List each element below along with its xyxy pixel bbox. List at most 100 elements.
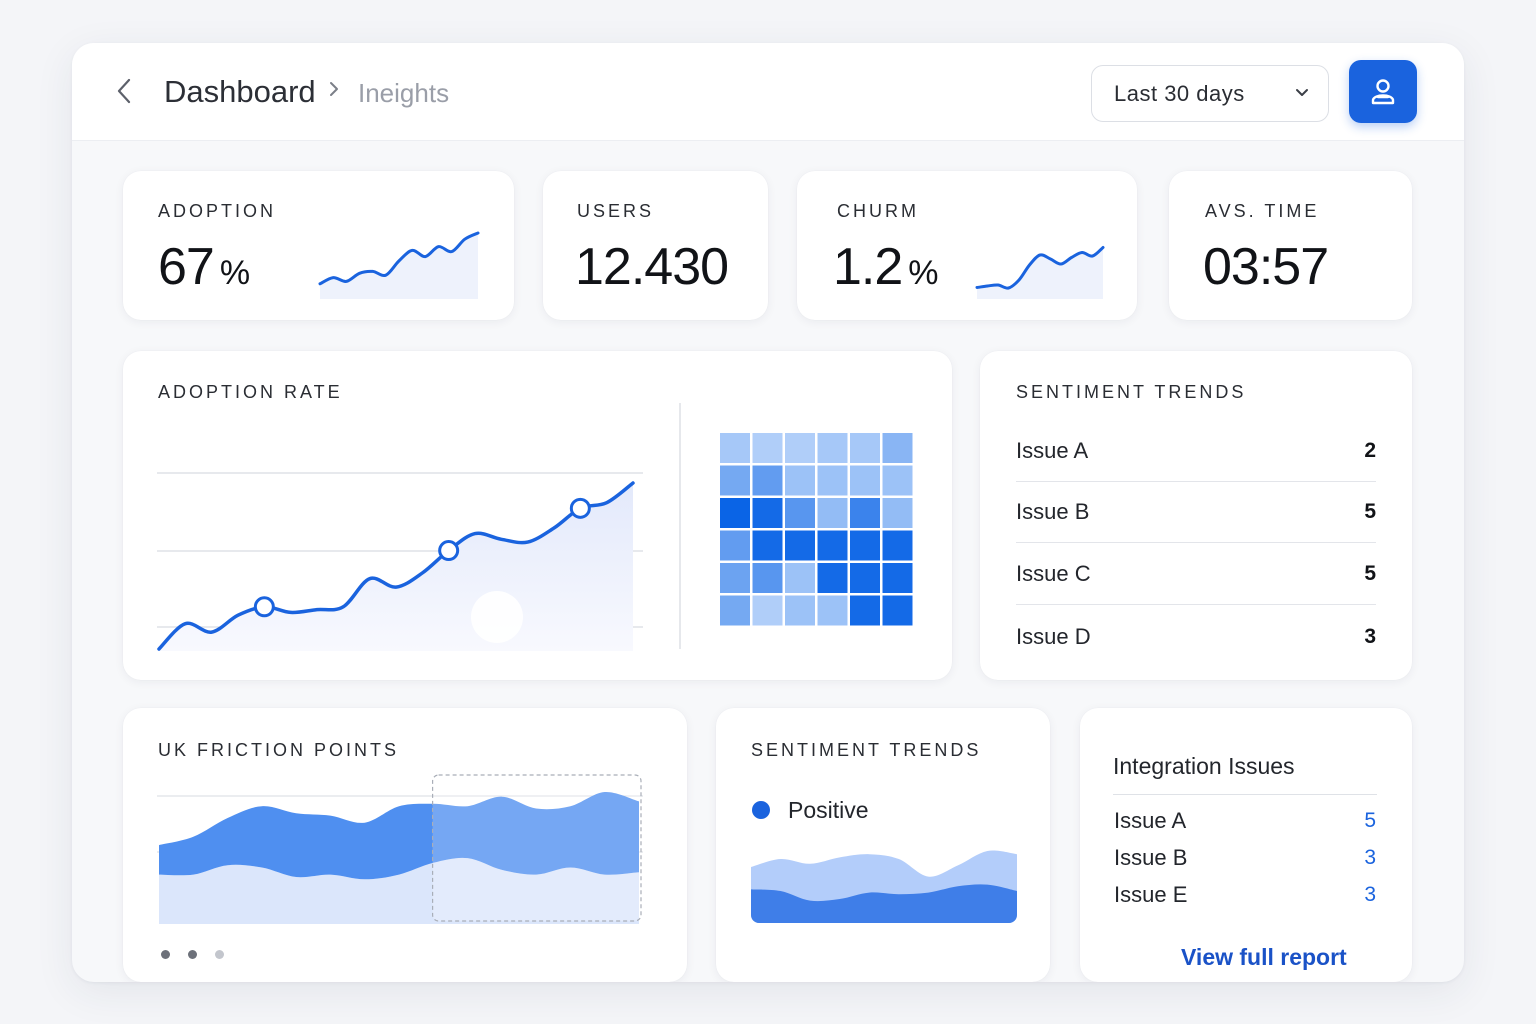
list-item[interactable]: Issue D 3 <box>1016 605 1376 669</box>
kpi-card-churn[interactable]: CHURM 1.2% <box>797 171 1137 320</box>
heatmap-cell-2-4[interactable] <box>850 498 880 528</box>
card-title: SENTIMENT TRENDS <box>751 740 982 760</box>
list-item[interactable]: Issue E 3 <box>1114 876 1376 913</box>
heatmap-cell-5-5[interactable] <box>882 595 913 626</box>
page-dot-1[interactable] <box>161 950 170 959</box>
title-divider <box>1113 794 1377 795</box>
share-user-button[interactable] <box>1349 60 1417 123</box>
churn-sparkline <box>975 246 1105 299</box>
kpi-card-avg-time[interactable]: AVS. TIME 03:57 <box>1169 171 1412 320</box>
upper-band <box>159 791 639 880</box>
date-range-select[interactable]: Last 30 days <box>1091 65 1329 122</box>
issue-name: Issue A <box>1114 807 1187 833</box>
chevron-right-icon <box>327 79 341 99</box>
list-item[interactable]: Issue C 5 <box>1016 543 1376 605</box>
heatmap-cell-1-3[interactable] <box>817 465 848 496</box>
legend-label: Positive <box>788 797 869 823</box>
kpi-card-adoption[interactable]: ADOPTION 67% <box>123 171 514 320</box>
heatmap-cell-3-0[interactable] <box>720 530 750 561</box>
heatmap-cell-2-2[interactable] <box>785 498 815 528</box>
heatmap-cell-4-5[interactable] <box>882 563 913 593</box>
card-title: SENTIMENT TRENDS <box>1016 382 1247 402</box>
top-bar: Dashboard Ineights Last 30 days <box>72 43 1464 141</box>
adoption-line-chart[interactable] <box>157 431 647 651</box>
heatmap-cell-4-2[interactable] <box>785 563 815 593</box>
selection-window[interactable] <box>432 774 642 922</box>
heatmap-cell-2-3[interactable] <box>817 498 848 528</box>
list-item[interactable]: Issue B 5 <box>1016 482 1376 543</box>
issue-count: 3 <box>1364 882 1376 906</box>
heatmap-cell-3-2[interactable] <box>785 530 815 561</box>
kpi-value: 03:57 <box>1203 238 1329 296</box>
heatmap-cell-0-3[interactable] <box>817 433 848 463</box>
issue-name: Issue B <box>1114 844 1188 870</box>
user-share-icon <box>1371 78 1395 104</box>
heatmap-cell-1-4[interactable] <box>850 465 880 496</box>
data-point-1[interactable] <box>253 596 275 618</box>
heatmap-cell-5-3[interactable] <box>817 595 848 626</box>
heatmap-cell-3-5[interactable] <box>882 530 913 561</box>
date-range-value: Last 30 days <box>1114 80 1245 106</box>
list-item[interactable]: Issue A 5 <box>1114 802 1376 839</box>
data-point-2[interactable] <box>438 540 460 562</box>
breadcrumb-dashboard[interactable]: Dashboard <box>164 74 316 109</box>
heatmap-cell-0-0[interactable] <box>720 433 750 463</box>
heatmap-cell-1-2[interactable] <box>785 465 815 496</box>
heatmap-cell-2-5[interactable] <box>882 498 913 528</box>
kpi-card-users[interactable]: USERS 12.430 <box>543 171 768 320</box>
list-item[interactable]: Issue B 3 <box>1114 839 1376 876</box>
heatmap-cell-4-4[interactable] <box>850 563 880 593</box>
heatmap-cell-4-3[interactable] <box>817 563 848 593</box>
sentiment-issue-list: Issue A 2 Issue B 5 Issue C 5 Issue D 3 <box>1016 421 1376 669</box>
adoption-rate-card: ADOPTION RATE <box>123 351 952 680</box>
heatmap-cell-5-4[interactable] <box>850 595 880 626</box>
hover-glow <box>471 591 523 643</box>
heatmap-cell-1-0[interactable] <box>720 465 750 496</box>
sparkline-area <box>977 247 1103 299</box>
issue-count: 5 <box>1364 561 1376 585</box>
breadcrumb-current: Ineights <box>358 78 450 108</box>
heatmap-cell-3-4[interactable] <box>850 530 880 561</box>
heatmap-cell-4-1[interactable] <box>752 563 783 593</box>
dashboard-window: Dashboard Ineights Last 30 days ADOPTION… <box>72 43 1464 982</box>
heatmap-cell-1-5[interactable] <box>882 465 913 496</box>
chart-divider <box>679 403 681 649</box>
issue-count: 3 <box>1364 845 1376 869</box>
kpi-label: USERS <box>577 201 655 221</box>
sentiment-list-card: SENTIMENT TRENDS Issue A 2 Issue B 5 Iss… <box>980 351 1412 680</box>
issue-count: 2 <box>1364 439 1376 462</box>
heatmap-cell-0-2[interactable] <box>785 433 815 463</box>
card-title: UK FRICTION POINTS <box>158 740 400 760</box>
chevron-down-icon <box>1296 89 1308 96</box>
heatmap-cell-5-1[interactable] <box>752 595 783 626</box>
heatmap-cell-0-4[interactable] <box>850 433 880 463</box>
data-point-3[interactable] <box>569 497 591 519</box>
heatmap-cell-5-0[interactable] <box>720 595 750 626</box>
heatmap-cell-0-5[interactable] <box>882 433 913 463</box>
heatmap-cell-0-1[interactable] <box>752 433 783 463</box>
kpi-label: ADOPTION <box>158 201 277 221</box>
heatmap-cell-3-1[interactable] <box>752 530 783 561</box>
issue-name: Issue A <box>1016 438 1089 463</box>
heatmap-cell-5-2[interactable] <box>785 595 815 626</box>
sparkline-line <box>318 231 480 286</box>
list-item[interactable]: Issue A 2 <box>1016 421 1376 482</box>
usage-heatmap[interactable] <box>720 433 916 631</box>
page-dot-2[interactable] <box>188 950 197 959</box>
card-title: ADOPTION RATE <box>158 382 343 402</box>
heatmap-cell-4-0[interactable] <box>720 563 750 593</box>
page-dot-3[interactable] <box>215 950 224 959</box>
heatmap-cell-1-1[interactable] <box>752 465 783 496</box>
kpi-label: AVS. TIME <box>1205 201 1320 221</box>
heatmap-cell-3-3[interactable] <box>817 530 848 561</box>
carousel-pagination <box>161 950 224 959</box>
back-button[interactable] <box>106 73 142 109</box>
sentiment-area-chart[interactable] <box>751 843 1017 923</box>
integration-issues-card: Integration Issues Issue A 5 Issue B 3 I… <box>1080 708 1412 982</box>
kpi-value: 1.2% <box>833 238 939 296</box>
heatmap-cell-2-0[interactable] <box>720 498 750 528</box>
friction-area-chart[interactable] <box>157 774 647 924</box>
view-full-report-link[interactable]: View full report <box>1181 944 1347 970</box>
heatmap-cell-2-1[interactable] <box>752 498 783 528</box>
issue-count: 5 <box>1364 500 1376 523</box>
